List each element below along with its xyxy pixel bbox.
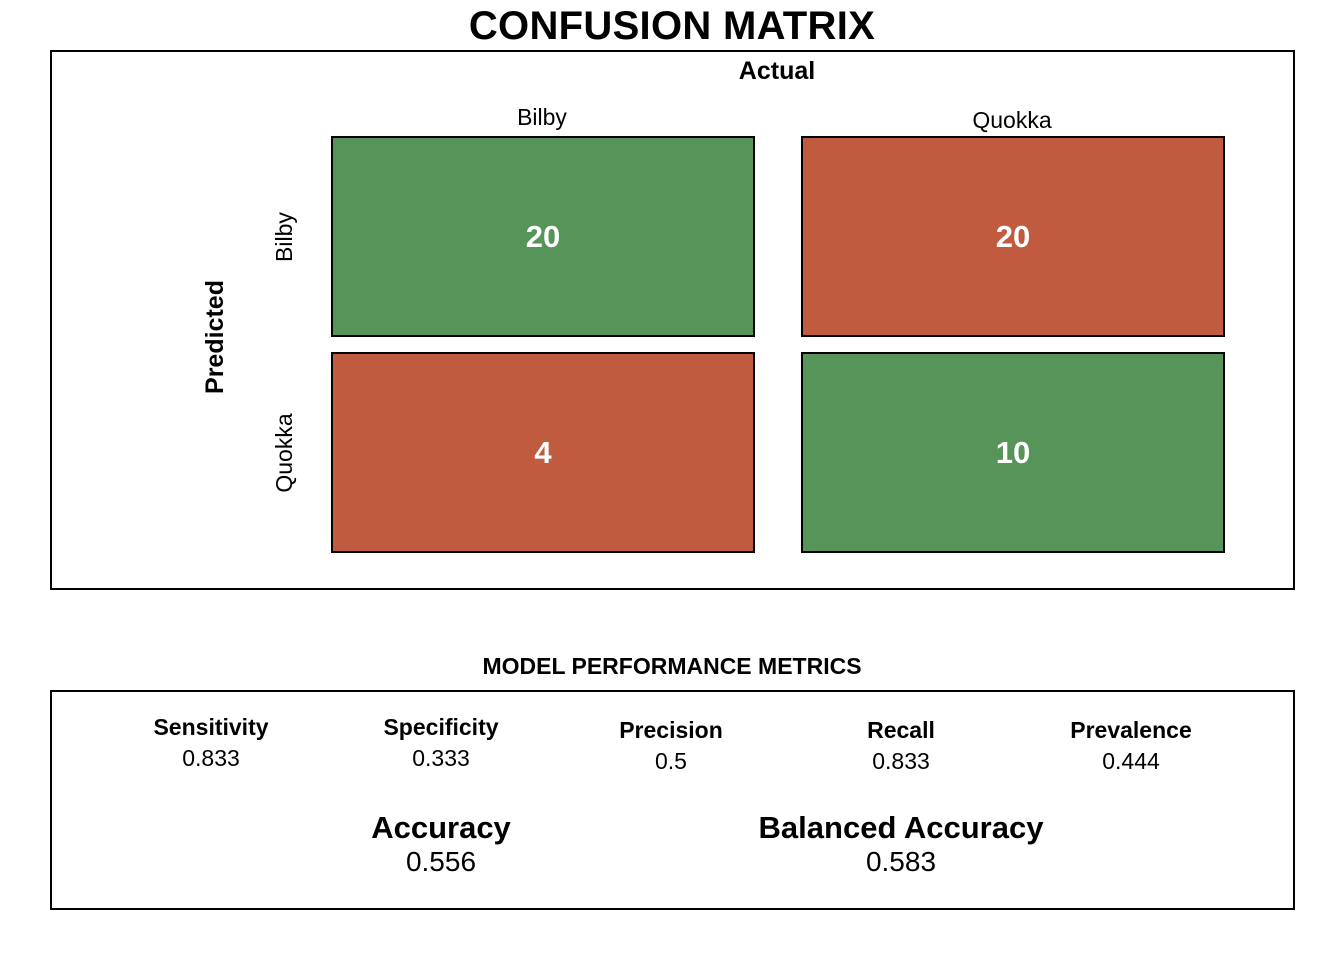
- column-label-bilby: Bilby: [517, 104, 567, 130]
- metrics-title: MODEL PERFORMANCE METRICS: [482, 653, 862, 679]
- row-label-bilby: Bilby: [271, 212, 297, 262]
- metrics-panel: [50, 690, 1295, 910]
- metric-value: 0.833: [182, 745, 240, 771]
- metric-name: Precision: [619, 717, 723, 743]
- metric-value: 0.556: [405, 846, 477, 877]
- metric-balanced-accuracy: Balanced Accuracy 0.583: [701, 810, 1101, 878]
- metric-precision: Precision 0.5: [561, 717, 781, 775]
- metric-name: Balanced Accuracy: [758, 810, 1044, 845]
- matrix-panel: [50, 50, 1295, 590]
- metric-value: 0.444: [1102, 748, 1160, 774]
- matrix-cell-predicted-quokka-actual-quokka: 10: [801, 352, 1225, 553]
- matrix-cell-predicted-bilby-actual-quokka: 20: [801, 136, 1225, 337]
- metric-value: 0.833: [872, 748, 930, 774]
- metric-value: 0.333: [412, 745, 470, 771]
- metric-prevalence: Prevalence 0.444: [1021, 717, 1241, 775]
- x-axis-label: Actual: [738, 57, 816, 85]
- metric-value: 0.5: [655, 748, 687, 774]
- metric-name: Specificity: [383, 714, 499, 740]
- y-axis-label: Predicted: [201, 280, 229, 394]
- metric-name: Recall: [867, 717, 935, 743]
- chart-title: CONFUSION MATRIX: [468, 4, 876, 48]
- metric-value: 0.583: [865, 846, 937, 877]
- metric-name: Accuracy: [371, 810, 511, 845]
- metric-sensitivity: Sensitivity 0.833: [101, 714, 321, 772]
- row-label-quokka: Quokka: [271, 413, 297, 493]
- column-label-quokka: Quokka: [972, 107, 1052, 133]
- metric-name: Prevalence: [1070, 717, 1192, 743]
- metric-name: Sensitivity: [153, 714, 269, 740]
- metric-recall: Recall 0.833: [791, 717, 1011, 775]
- metric-accuracy: Accuracy 0.556: [241, 810, 641, 878]
- matrix-cell-predicted-bilby-actual-bilby: 20: [331, 136, 755, 337]
- metric-specificity: Specificity 0.333: [331, 714, 551, 772]
- matrix-cell-predicted-quokka-actual-bilby: 4: [331, 352, 755, 553]
